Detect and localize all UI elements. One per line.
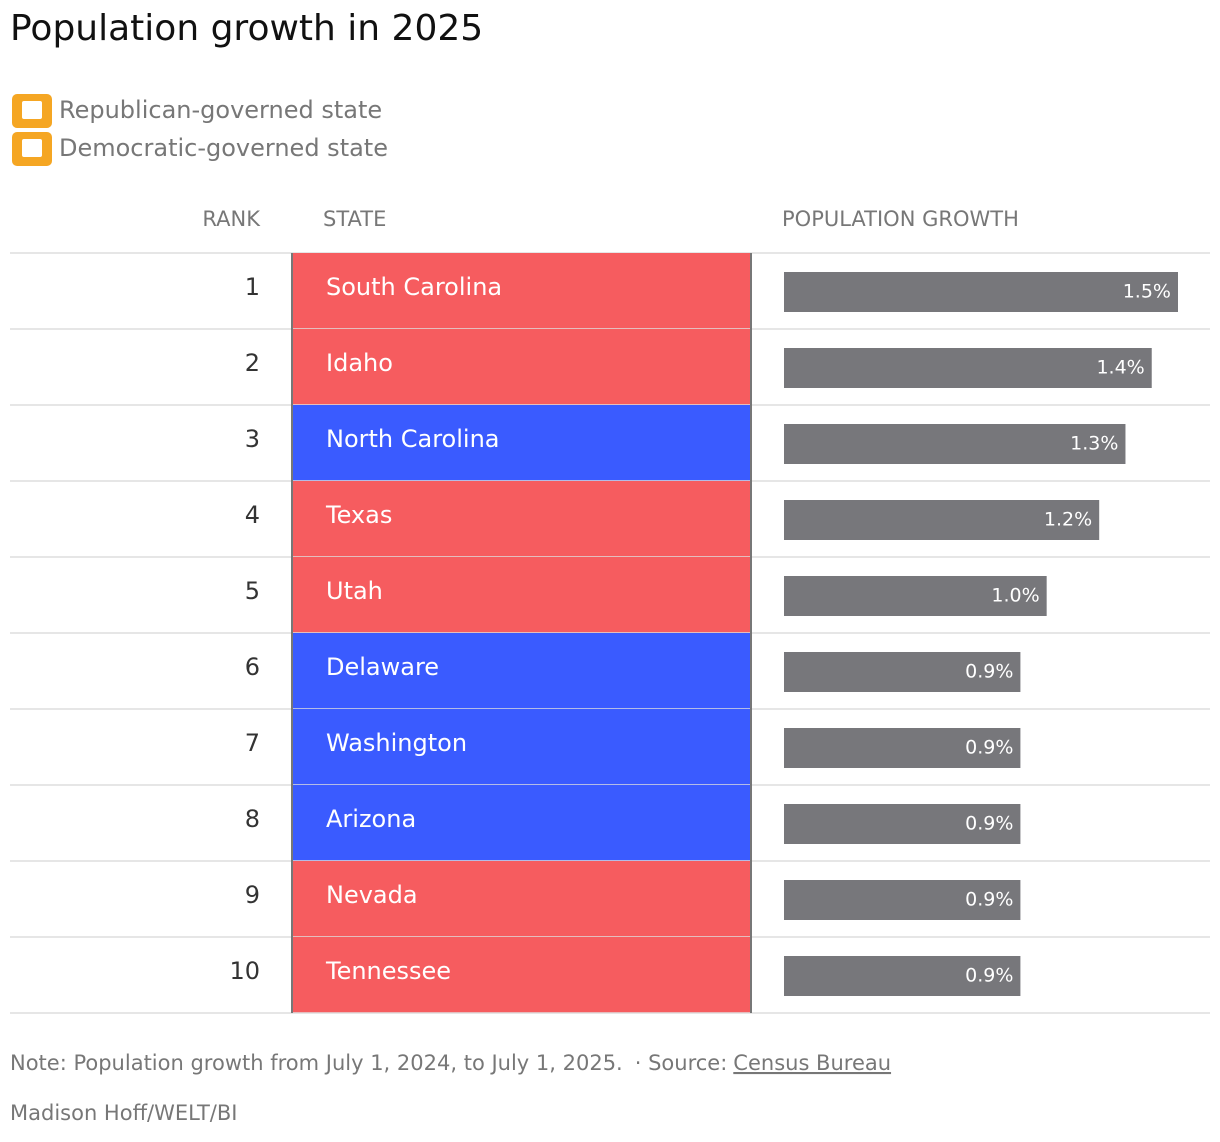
- state-cell: [292, 785, 751, 861]
- column-header: STATE: [323, 207, 386, 231]
- state-cell: [292, 557, 751, 633]
- rank: 10: [229, 957, 260, 985]
- note: Note: Population growth from July 1, 202…: [10, 1051, 623, 1075]
- bar: [784, 424, 1126, 464]
- value-label: 1.4%: [1096, 357, 1144, 379]
- rank: 4: [245, 501, 260, 529]
- value-label: 0.9%: [965, 813, 1013, 835]
- state-cell: [292, 253, 751, 329]
- column-header: RANK: [202, 207, 261, 231]
- value-label: 0.9%: [965, 661, 1013, 683]
- legend-label: Republican-governed state: [59, 96, 382, 124]
- rank: 8: [245, 805, 260, 833]
- bar: [784, 272, 1178, 312]
- bar: [784, 956, 1021, 996]
- state-name: Washington: [326, 729, 467, 757]
- state-name: Arizona: [326, 805, 416, 833]
- value-label: 0.9%: [965, 889, 1013, 911]
- footnote: Note: Population growth from July 1, 202…: [10, 1051, 891, 1075]
- chart-title: Population growth in 2025: [10, 8, 483, 49]
- state-cell: [292, 633, 751, 709]
- value-label: 1.0%: [991, 585, 1039, 607]
- rank: 2: [245, 349, 260, 377]
- value-label: 0.9%: [965, 965, 1013, 987]
- bar: [784, 576, 1047, 616]
- bar: [784, 348, 1152, 388]
- state-name: Tennessee: [325, 957, 451, 985]
- column-header: POPULATION GROWTH: [782, 207, 1019, 231]
- state-cell: [292, 405, 751, 481]
- rank: 3: [245, 425, 260, 453]
- rank: 6: [245, 653, 260, 681]
- state-name: Utah: [326, 577, 383, 605]
- state-cell: [292, 861, 751, 937]
- state-cell: [292, 709, 751, 785]
- value-label: 0.9%: [965, 737, 1013, 759]
- legend-swatch-inner: [22, 101, 42, 119]
- bar: [784, 652, 1021, 692]
- source-link[interactable]: Census Bureau: [733, 1051, 891, 1075]
- state-name: Delaware: [326, 653, 439, 681]
- state-name: Texas: [325, 501, 392, 529]
- rank: 9: [245, 881, 260, 909]
- bar: [784, 880, 1021, 920]
- rank: 1: [245, 273, 260, 301]
- state-name: Idaho: [326, 349, 393, 377]
- state-name: North Carolina: [326, 425, 500, 453]
- value-label: 1.3%: [1070, 433, 1118, 455]
- state-cell: [292, 329, 751, 405]
- bar: [784, 728, 1021, 768]
- source-prefix: · Source:: [635, 1051, 728, 1075]
- legend-label: Democratic-governed state: [59, 134, 388, 162]
- credit: Madison Hoff/WELT/BI: [10, 1101, 237, 1125]
- bar: [784, 500, 1100, 540]
- state-cell: [292, 481, 751, 557]
- value-label: 1.2%: [1044, 509, 1092, 531]
- state-name: South Carolina: [326, 273, 502, 301]
- state-cell: [292, 937, 751, 1013]
- rank: 7: [245, 729, 260, 757]
- bar: [784, 804, 1021, 844]
- rank: 5: [245, 577, 260, 605]
- value-label: 1.5%: [1123, 281, 1171, 303]
- state-name: Nevada: [326, 881, 418, 909]
- legend-swatch-inner: [22, 139, 42, 157]
